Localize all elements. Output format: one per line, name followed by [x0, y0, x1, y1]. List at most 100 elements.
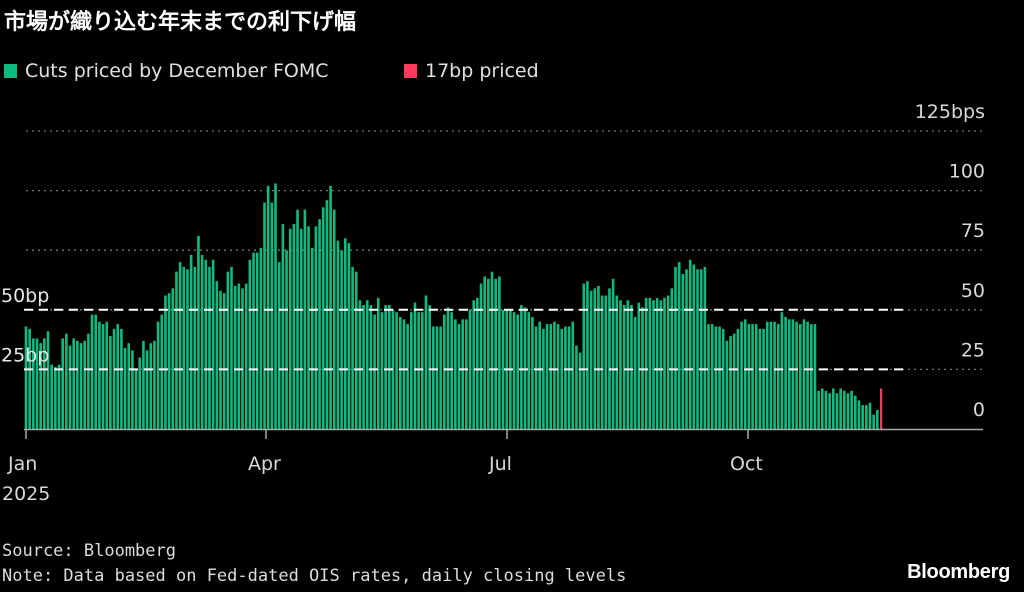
bar [248, 259, 252, 429]
bar [43, 338, 46, 429]
bar [332, 209, 336, 429]
legend-label: 17bp priced [425, 60, 539, 82]
bar [167, 293, 171, 429]
bar [171, 288, 175, 429]
bar [347, 243, 351, 429]
bar [259, 247, 263, 429]
bar [230, 266, 233, 429]
bar [263, 202, 266, 429]
bar [740, 321, 743, 429]
bar [567, 326, 571, 429]
bar [237, 283, 241, 429]
bar [61, 338, 64, 429]
bar [648, 297, 652, 429]
bar [160, 314, 164, 429]
bar [116, 324, 120, 429]
bar [50, 364, 53, 429]
bar [538, 321, 542, 429]
bar [314, 226, 318, 429]
bar [828, 393, 831, 429]
bar [461, 319, 464, 429]
bar [714, 326, 718, 429]
bar [872, 414, 875, 429]
bar [384, 305, 387, 429]
bar [153, 340, 156, 429]
bar [138, 357, 142, 429]
bar [336, 240, 340, 429]
bar [402, 319, 406, 429]
bar [321, 207, 325, 429]
bar [270, 202, 274, 429]
bar [876, 409, 879, 429]
bar [674, 266, 677, 429]
bar [241, 288, 244, 429]
bar [868, 402, 872, 429]
bar [758, 328, 762, 429]
bar [787, 319, 791, 429]
bar [134, 369, 138, 429]
bar [850, 390, 853, 429]
y-tick-label: 75 [961, 220, 985, 242]
bar [652, 300, 655, 429]
bar [710, 324, 714, 429]
bar [112, 328, 116, 429]
bar [178, 262, 182, 429]
bar [604, 295, 608, 429]
bar [523, 307, 527, 429]
bar [589, 290, 593, 429]
bar [531, 316, 534, 429]
bar [780, 312, 784, 429]
bar [149, 343, 153, 429]
reference-line-label: 50bp [1, 285, 49, 307]
bar [410, 312, 413, 429]
bar [644, 297, 648, 429]
bar [131, 350, 134, 429]
bar [479, 283, 483, 429]
bar [373, 314, 376, 429]
legend-label: Cuts priced by December FOMC [25, 60, 329, 82]
bar [296, 209, 299, 429]
bar [820, 388, 824, 429]
note-text: Note: Data based on Fed-dated OIS rates,… [2, 566, 627, 586]
bar [754, 324, 758, 429]
bar [626, 300, 630, 429]
bar [549, 324, 553, 429]
x-tick-label: Oct [730, 453, 763, 475]
bar [582, 283, 586, 429]
bar [406, 324, 409, 429]
bar [835, 393, 839, 429]
y-tick-label: 125bps [915, 101, 985, 123]
bar [340, 250, 343, 429]
reference-line-label: 25bp [1, 344, 49, 366]
bar [615, 295, 619, 429]
bar [472, 300, 475, 429]
y-tick-label: 25 [961, 339, 985, 361]
bar [681, 274, 685, 429]
bar [765, 321, 769, 429]
bar [439, 326, 442, 429]
bar [421, 312, 424, 429]
bar [450, 312, 453, 429]
x-tick-label: Jul [488, 453, 512, 475]
bar [83, 340, 87, 429]
bar [861, 405, 864, 429]
bar [707, 324, 710, 429]
bar [809, 324, 813, 429]
bar [365, 300, 369, 429]
bar [520, 305, 523, 429]
bar [608, 288, 611, 429]
bar [24, 326, 28, 429]
bar [90, 314, 94, 429]
bar [769, 321, 773, 429]
bar [325, 200, 329, 429]
bar [586, 281, 589, 429]
bar [446, 307, 450, 429]
bar [839, 388, 842, 429]
bar [233, 285, 237, 429]
bar [813, 324, 817, 429]
bar [865, 405, 868, 429]
bar [109, 336, 112, 429]
x-year-label: 2025 [2, 483, 50, 505]
bar [68, 345, 72, 429]
bar [222, 293, 226, 429]
